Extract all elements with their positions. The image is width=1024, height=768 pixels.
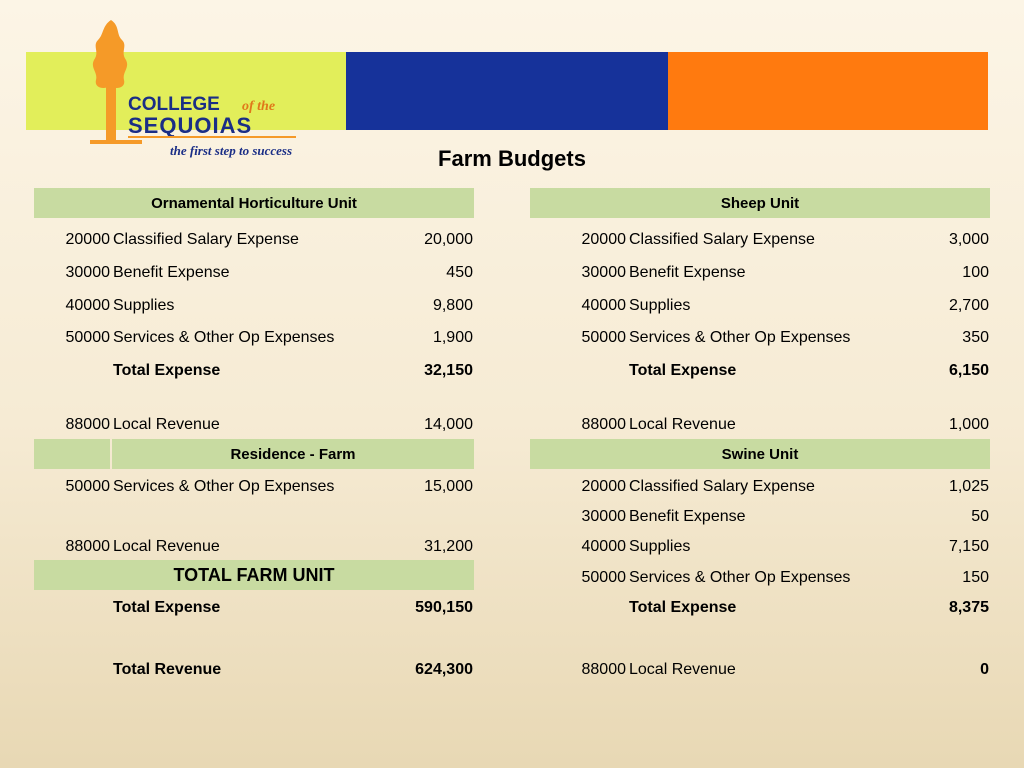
revenue-row: 88000 Local Revenue 1,000 (0, 414, 1024, 436)
amount-cell: 2,700 (948, 297, 989, 314)
total-row: Total Expense 590,150 (0, 597, 1024, 619)
total-row: Total Expense 32,150 (0, 360, 1024, 382)
amount-cell: 9,800 (432, 297, 473, 314)
amount-cell: 7,150 (948, 538, 989, 555)
table-row: 20000 Classified Salary Expense 3,000 (0, 229, 1024, 251)
total-label: Total Expense (113, 362, 221, 379)
code-cell: 40000 (65, 297, 111, 314)
header-ornamental: Ornamental Horticulture Unit (34, 188, 474, 218)
total-revenue-label: Total Revenue (113, 661, 222, 678)
amount-cell: 3,000 (948, 231, 989, 248)
table-row: 50000 Services & Other Op Expenses 15,00… (0, 476, 1024, 498)
code-cell: 50000 (581, 569, 627, 586)
header-residence-spacer (34, 439, 110, 469)
desc-cell: Benefit Expense (629, 508, 746, 525)
code-cell: 88000 (65, 538, 111, 555)
table-row: 30000 Benefit Expense 450 (0, 262, 1024, 284)
code-cell: 20000 (581, 478, 627, 495)
amount-cell: 1,025 (948, 478, 989, 495)
code-cell: 88000 (581, 416, 627, 433)
header-residence: Residence - Farm (112, 439, 474, 469)
table-row: 40000 Supplies 7,150 (0, 536, 1024, 558)
code-cell: 50000 (65, 478, 111, 495)
desc-cell: Services & Other Op Expenses (629, 569, 851, 586)
total-amount: 32,150 (424, 362, 473, 379)
desc-cell: Benefit Expense (629, 264, 746, 281)
brand-of-the: of the (242, 99, 275, 114)
revenue-row: 88000 Local Revenue 14,000 (0, 414, 1024, 436)
desc-cell: Benefit Expense (113, 264, 230, 281)
amount-cell: 31,200 (424, 538, 473, 555)
desc-cell: Local Revenue (629, 416, 736, 433)
table-row: 50000 Services & Other Op Expenses 350 (0, 327, 1024, 349)
table-row: 30000 Benefit Expense 50 (0, 506, 1024, 528)
revenue-row: 88000 Local Revenue 31,200 (0, 536, 1024, 558)
code-cell: 30000 (65, 264, 111, 281)
desc-cell: Local Revenue (113, 416, 220, 433)
total-amount: 8,375 (948, 599, 989, 616)
total-revenue-amount: 624,300 (415, 661, 473, 678)
desc-cell: Services & Other Op Expenses (113, 478, 335, 495)
code-cell: 40000 (581, 297, 627, 314)
code-cell: 88000 (581, 661, 627, 678)
total-expense-amount: 590,150 (415, 599, 473, 616)
table-row: 20000 Classified Salary Expense 20,000 (0, 229, 1024, 251)
amount-cell: 1,900 (432, 329, 473, 346)
desc-cell: Local Revenue (629, 661, 736, 678)
table-row: 50000 Services & Other Op Expenses 150 (0, 567, 1024, 589)
sequoia-tree-icon (90, 20, 142, 144)
banner-blue (346, 52, 668, 130)
college-logo: COLLEGE of the SEQUOIAS (90, 20, 296, 144)
code-cell: 88000 (65, 416, 111, 433)
total-label: Total Expense (629, 362, 737, 379)
desc-cell: Supplies (629, 538, 691, 555)
revenue-row: 88000 Local Revenue 0 (0, 659, 1024, 681)
desc-cell: Classified Salary Expense (629, 478, 815, 495)
banner-orange (668, 52, 988, 130)
amount-cell: 100 (962, 264, 989, 281)
amount-cell: 20,000 (424, 231, 473, 248)
header-total-farm: TOTAL FARM UNIT (34, 560, 474, 590)
total-row: Total Expense 6,150 (0, 360, 1024, 382)
amount-cell: 0 (980, 661, 989, 678)
amount-cell: 350 (962, 329, 989, 346)
desc-cell: Local Revenue (113, 538, 220, 555)
amount-cell: 150 (962, 569, 989, 586)
total-label: Total Expense (629, 599, 737, 616)
desc-cell: Supplies (629, 297, 691, 314)
code-cell: 40000 (581, 538, 627, 555)
amount-cell: 14,000 (424, 416, 473, 433)
desc-cell: Classified Salary Expense (113, 231, 299, 248)
code-cell: 30000 (581, 508, 627, 525)
header-sheep: Sheep Unit (530, 188, 990, 218)
total-expense-label: Total Expense (113, 599, 221, 616)
desc-cell: Supplies (113, 297, 175, 314)
code-cell: 50000 (65, 329, 111, 346)
desc-cell: Classified Salary Expense (629, 231, 815, 248)
total-row: Total Expense 8,375 (0, 597, 1024, 619)
total-row: Total Revenue 624,300 (0, 659, 1024, 681)
code-cell: 20000 (581, 231, 627, 248)
brand-tagline: the first step to success (170, 143, 293, 158)
amount-cell: 450 (446, 264, 473, 281)
code-cell: 30000 (581, 264, 627, 281)
code-cell: 50000 (581, 329, 627, 346)
brand-sequoias: SEQUOIAS (128, 113, 252, 138)
header-swine: Swine Unit (530, 439, 990, 469)
brand-college: COLLEGE (128, 94, 220, 115)
total-amount: 6,150 (948, 362, 989, 379)
desc-cell: Services & Other Op Expenses (629, 329, 851, 346)
desc-cell: Services & Other Op Expenses (113, 329, 335, 346)
table-row: 50000 Services & Other Op Expenses 1,900 (0, 327, 1024, 349)
table-row: 40000 Supplies 9,800 (0, 295, 1024, 317)
table-row: 40000 Supplies 2,700 (0, 295, 1024, 317)
amount-cell: 50 (971, 508, 989, 525)
page-title: Farm Budgets (438, 146, 586, 171)
banner-lime (26, 52, 346, 130)
table-row: 30000 Benefit Expense 100 (0, 262, 1024, 284)
table-row: 20000 Classified Salary Expense 1,025 (0, 476, 1024, 498)
code-cell: 20000 (65, 231, 111, 248)
amount-cell: 15,000 (424, 478, 473, 495)
amount-cell: 1,000 (948, 416, 989, 433)
